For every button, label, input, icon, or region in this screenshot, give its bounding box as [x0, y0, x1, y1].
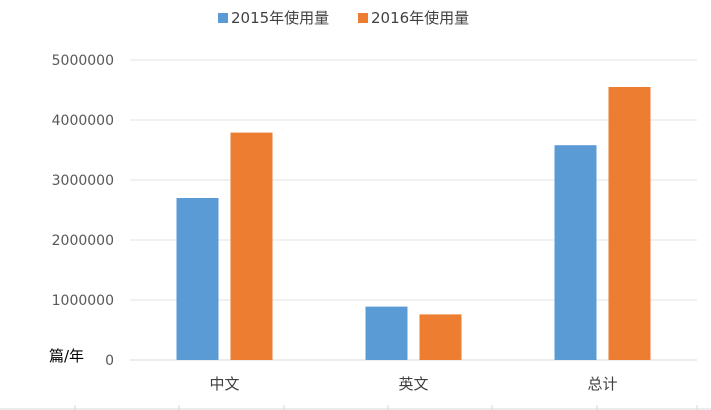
x-category-label: 英文 — [398, 375, 428, 393]
y-tick-label: 1000000 — [52, 293, 114, 309]
bar-2-3 — [608, 87, 651, 360]
y-tick-label: 2000000 — [52, 233, 114, 249]
legend-swatch — [218, 13, 228, 23]
bars — [176, 87, 651, 360]
y-tick-label: 3000000 — [52, 173, 114, 189]
bottom-axis-ticks — [0, 405, 711, 410]
gridlines — [130, 59, 697, 361]
y-tick-label: 5000000 — [52, 53, 114, 69]
y-tick-label: 4000000 — [52, 113, 114, 129]
bar-1-1 — [176, 198, 219, 360]
bar-2-2 — [419, 314, 462, 360]
x-axis-category-labels: 中文 英文 总计 — [209, 375, 617, 393]
x-category-label: 中文 — [209, 375, 239, 393]
legend: 2015年使用量 2016年使用量 — [218, 9, 469, 27]
bar-1-3 — [554, 145, 597, 360]
y-tick-label: 0 — [105, 353, 114, 369]
legend-swatch — [358, 13, 368, 23]
legend-label: 2016年使用量 — [371, 9, 469, 27]
x-category-label: 总计 — [587, 375, 617, 393]
y-axis-unit-label: 篇/年 — [49, 347, 84, 365]
bar-2-1 — [230, 132, 273, 360]
legend-label: 2015年使用量 — [231, 9, 329, 27]
y-axis-tick-labels: 0 1000000 2000000 3000000 4000000 5000000 — [52, 53, 114, 369]
bar-1-2 — [365, 306, 408, 360]
